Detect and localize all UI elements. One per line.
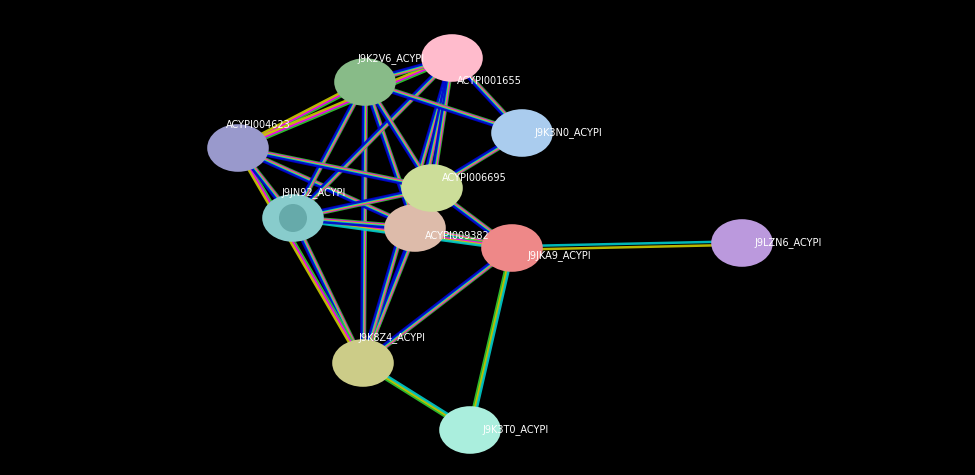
Text: J9JKA9_ACYPI: J9JKA9_ACYPI bbox=[527, 250, 591, 261]
Text: ACYPI001655: ACYPI001655 bbox=[457, 76, 522, 86]
Text: J9JN92_ACYPI: J9JN92_ACYPI bbox=[281, 187, 345, 198]
Text: ACYPI006695: ACYPI006695 bbox=[442, 173, 507, 183]
Ellipse shape bbox=[482, 224, 543, 272]
Circle shape bbox=[279, 204, 307, 232]
Ellipse shape bbox=[334, 58, 396, 106]
Text: ACYPI009382: ACYPI009382 bbox=[425, 231, 489, 241]
Ellipse shape bbox=[401, 164, 463, 212]
Text: ACYPI004623: ACYPI004623 bbox=[226, 120, 291, 130]
Ellipse shape bbox=[262, 194, 324, 242]
Text: J9K3T0_ACYPI: J9K3T0_ACYPI bbox=[482, 425, 548, 436]
Ellipse shape bbox=[208, 124, 269, 172]
Ellipse shape bbox=[332, 339, 394, 387]
Text: J9LZN6_ACYPI: J9LZN6_ACYPI bbox=[754, 238, 821, 248]
Text: J9K8Z4_ACYPI: J9K8Z4_ACYPI bbox=[358, 332, 425, 343]
Ellipse shape bbox=[421, 34, 483, 82]
Ellipse shape bbox=[384, 204, 446, 252]
Text: J9K2V6_ACYPI: J9K2V6_ACYPI bbox=[357, 53, 424, 64]
Ellipse shape bbox=[439, 406, 501, 454]
Ellipse shape bbox=[711, 219, 773, 267]
Text: J9K3N0_ACYPI: J9K3N0_ACYPI bbox=[534, 128, 602, 138]
Ellipse shape bbox=[491, 109, 553, 157]
